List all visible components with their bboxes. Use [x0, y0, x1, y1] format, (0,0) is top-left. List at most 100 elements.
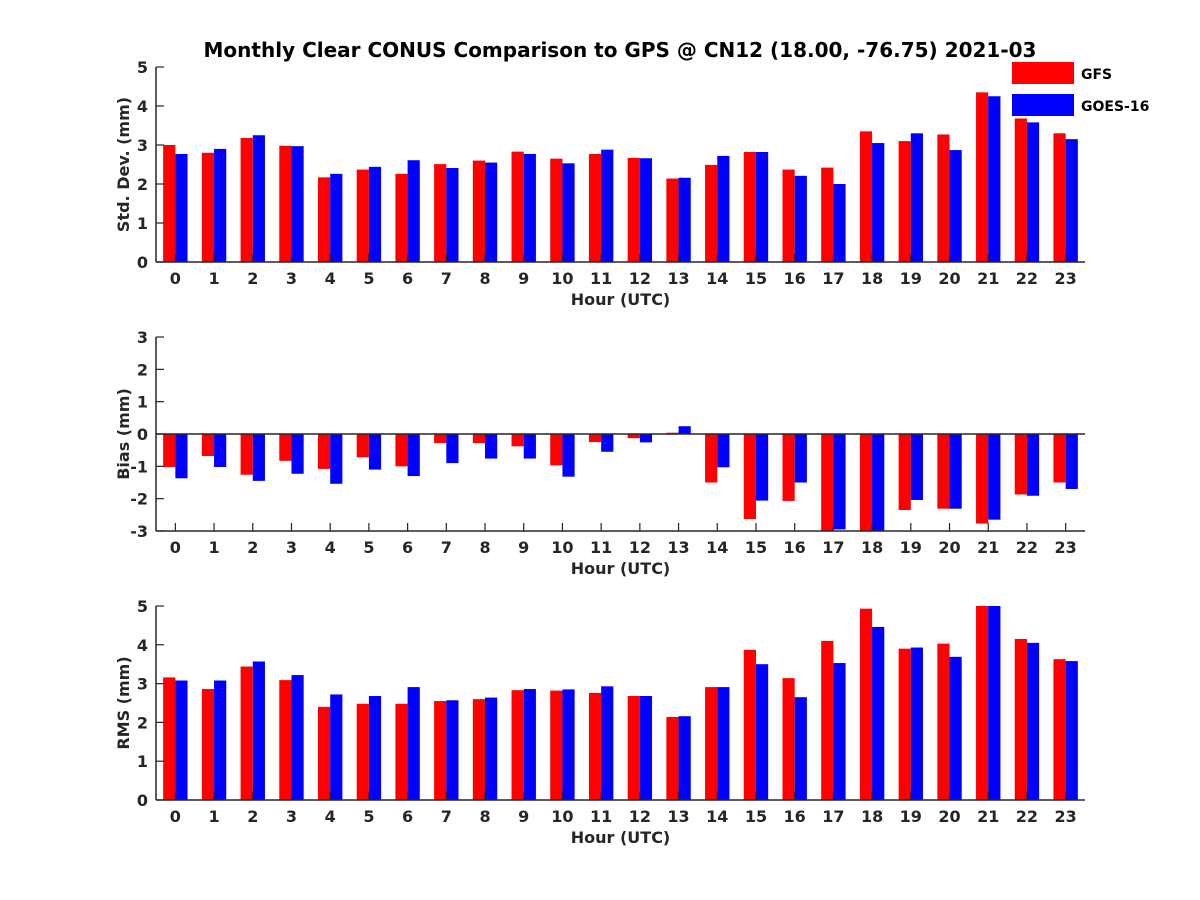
x-tick-label: 7: [441, 269, 452, 288]
bar-goes-16-hour-19: [910, 647, 923, 800]
bar-gfs-hour-13: [666, 716, 679, 800]
x-tick-label: 6: [402, 269, 413, 288]
bar-gfs-hour-7: [434, 701, 447, 800]
bar-gfs-hour-15: [743, 434, 756, 520]
x-tick-label: 19: [900, 538, 922, 557]
x-tick-label: 2: [247, 807, 258, 826]
x-tick-label: 3: [286, 269, 297, 288]
bar-gfs-hour-20: [937, 434, 950, 509]
bar-gfs-hour-1: [201, 152, 215, 262]
bar-gfs-hour-8: [472, 434, 486, 444]
bar-goes-16-hour-7: [446, 168, 459, 262]
x-tick-label: 13: [667, 807, 689, 826]
x-tick-label: 1: [208, 807, 219, 826]
x-tick-label: 7: [441, 538, 452, 557]
bar-gfs-hour-12: [627, 696, 640, 800]
bar-goes-16-hour-13: [678, 177, 691, 262]
bar-gfs-hour-21: [976, 92, 989, 262]
bar-gfs-hour-9: [511, 151, 524, 262]
bar-goes-16-hour-20: [949, 656, 962, 800]
bar-goes-16-hour-5: [368, 434, 382, 470]
x-tick-label: 2: [247, 269, 258, 288]
x-tick-label: 15: [745, 807, 767, 826]
x-tick-label: 16: [784, 807, 806, 826]
bar-gfs-hour-11: [588, 153, 602, 262]
x-tick-label: 9: [518, 538, 529, 557]
bar-gfs-hour-6: [395, 703, 408, 800]
bar-goes-16-hour-20: [949, 434, 962, 509]
bar-goes-16-hour-5: [368, 696, 382, 800]
bar-goes-16-hour-10: [562, 163, 575, 262]
bar-goes-16-hour-14: [717, 687, 730, 800]
x-tick-label: 11: [590, 538, 612, 557]
x-tick-label: 16: [784, 269, 806, 288]
bar-gfs-hour-5: [356, 703, 369, 800]
bar-goes-16-hour-15: [755, 152, 769, 262]
bar-gfs-hour-2: [240, 434, 253, 475]
x-tick-label: 17: [822, 269, 844, 288]
x-tick-label: 14: [706, 538, 728, 557]
x-tick-label: 22: [1016, 538, 1038, 557]
y-tick-label: 2: [137, 713, 148, 732]
x-tick-label: 1: [208, 538, 219, 557]
bar-goes-16-hour-4: [330, 173, 343, 262]
x-tick-label: 20: [938, 538, 960, 557]
x-tick-label: 21: [977, 269, 999, 288]
y-tick-label: 3: [137, 675, 148, 694]
bar-gfs-hour-4: [317, 434, 331, 469]
x-tick-label: 12: [629, 269, 651, 288]
y-tick-label: 3: [137, 136, 148, 155]
bar-gfs-hour-21: [976, 606, 989, 800]
bar-goes-16-hour-9: [523, 689, 536, 800]
bar-gfs-hour-19: [898, 141, 911, 262]
bar-gfs-hour-22: [1014, 434, 1027, 495]
bar-goes-16-hour-17: [833, 663, 846, 800]
x-tick-label: 12: [629, 538, 651, 557]
y-tick-label: 0: [137, 425, 148, 444]
y-axis-label: RMS (mm): [114, 656, 133, 749]
x-tick-label: 8: [479, 538, 490, 557]
x-tick-label: 20: [938, 269, 960, 288]
x-tick-label: 4: [325, 807, 336, 826]
bar-goes-16-hour-2: [252, 434, 265, 481]
x-tick-label: 14: [706, 269, 728, 288]
legend-swatch-goes-16: [1012, 94, 1074, 116]
bar-goes-16-hour-23: [1065, 139, 1078, 262]
bar-goes-16-hour-20: [949, 150, 962, 262]
bar-goes-16-hour-1: [214, 148, 227, 262]
bar-gfs-hour-16: [782, 169, 795, 262]
bar-goes-16-hour-11: [601, 434, 614, 452]
y-tick-label: 5: [137, 597, 148, 616]
bar-goes-16-hour-3: [291, 675, 304, 800]
x-tick-label: 15: [745, 538, 767, 557]
bar-gfs-hour-6: [395, 173, 408, 262]
y-tick-label: 3: [137, 328, 148, 347]
bar-goes-16-hour-21: [988, 606, 1001, 800]
x-tick-label: 19: [900, 269, 922, 288]
bar-goes-16-hour-2: [252, 135, 265, 262]
bar-goes-16-hour-3: [291, 434, 304, 474]
bar-gfs-hour-9: [511, 690, 524, 800]
bar-gfs-hour-17: [821, 640, 834, 800]
y-tick-label: 4: [137, 636, 148, 655]
y-axis-label: Std. Dev. (mm): [114, 97, 133, 232]
bar-goes-16-hour-15: [755, 434, 769, 501]
bar-goes-16-hour-7: [446, 434, 459, 464]
bar-gfs-hour-6: [395, 434, 408, 467]
bar-gfs-hour-9: [511, 434, 524, 447]
bar-gfs-hour-8: [472, 160, 486, 262]
bar-gfs-hour-19: [898, 434, 911, 510]
y-tick-label: 1: [137, 214, 148, 233]
bar-gfs-hour-2: [240, 137, 253, 262]
y-tick-label: 0: [137, 791, 148, 810]
x-tick-label: 22: [1016, 807, 1038, 826]
bar-gfs-hour-13: [666, 178, 679, 262]
y-tick-label: 2: [137, 360, 148, 379]
bar-goes-16-hour-4: [330, 694, 343, 800]
bar-gfs-hour-5: [356, 434, 369, 458]
x-tick-label: 11: [590, 807, 612, 826]
x-tick-label: 18: [861, 269, 883, 288]
x-tick-label: 10: [551, 269, 573, 288]
x-tick-label: 23: [1055, 807, 1077, 826]
